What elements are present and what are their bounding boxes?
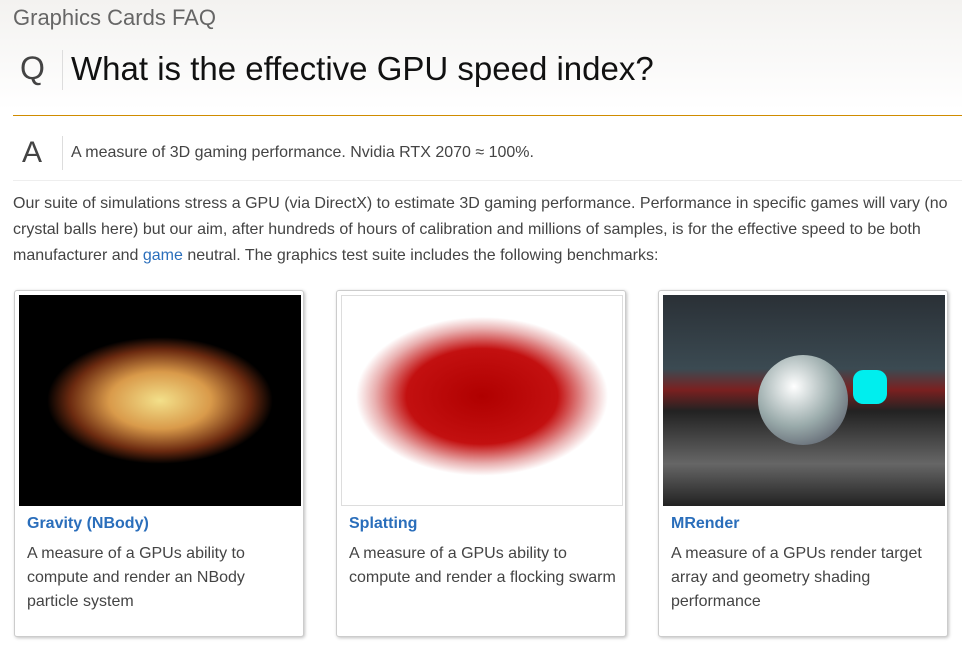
- benchmark-card-mrender[interactable]: MRender A measure of a GPUs render targe…: [658, 290, 948, 637]
- game-link[interactable]: game: [142, 247, 183, 264]
- intro-text: Our suite of simulations stress a GPU (v…: [13, 195, 948, 264]
- card-description: A measure of a GPUs render target array …: [671, 545, 922, 610]
- benchmark-card-gravity[interactable]: Gravity (NBody) A measure of a GPUs abil…: [14, 290, 304, 637]
- card-description: A measure of a GPUs ability to compute a…: [27, 545, 245, 610]
- card-description: A measure of a GPUs ability to compute a…: [349, 545, 616, 586]
- benchmark-card-splatting[interactable]: Splatting A measure of a GPUs ability to…: [336, 290, 626, 637]
- mrender-image: [663, 295, 945, 506]
- divider: [62, 50, 63, 90]
- card-title[interactable]: MRender: [671, 515, 740, 532]
- card-title[interactable]: Splatting: [349, 515, 418, 532]
- header-background: [0, 0, 962, 110]
- answer-marker: A: [22, 136, 43, 169]
- question-title: What is the effective GPU speed index?: [71, 50, 654, 87]
- splatting-image: [341, 295, 623, 506]
- divider: [13, 180, 962, 181]
- intro-text: neutral. The graphics test suite include…: [182, 247, 659, 264]
- answer-text: A measure of 3D gaming performance. Nvid…: [71, 144, 534, 161]
- divider: [13, 115, 962, 116]
- question-marker: Q: [20, 50, 45, 86]
- gravity-image: [19, 295, 301, 506]
- intro-paragraph: Our suite of simulations stress a GPU (v…: [13, 191, 958, 269]
- card-title[interactable]: Gravity (NBody): [27, 515, 149, 532]
- divider: [62, 136, 63, 170]
- site-title[interactable]: Graphics Cards FAQ: [13, 5, 216, 30]
